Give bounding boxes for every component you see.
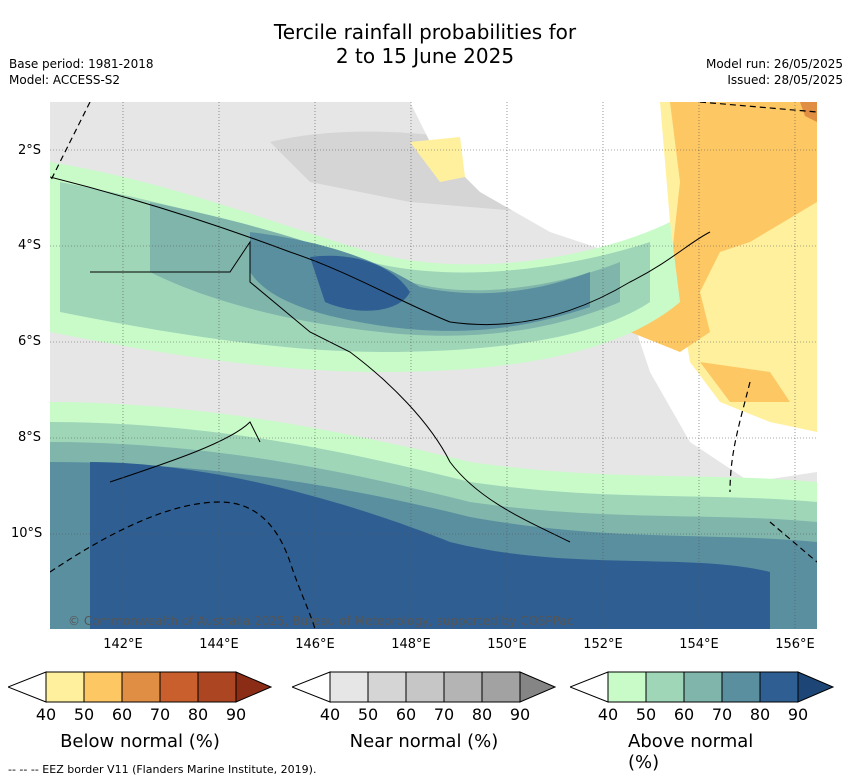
colorbar-tick: 90: [225, 705, 247, 724]
map-svg: [50, 102, 817, 629]
model-text: Model: ACCESS-S2: [9, 73, 121, 87]
below-normal-60: [670, 102, 817, 312]
lon-label: 144°E: [199, 637, 239, 652]
eez-footnote: -- -- -- EEZ border V11 (Flanders Marine…: [8, 763, 317, 776]
copyright-text: © Commonwealth of Australia 2025, Bureau…: [68, 614, 574, 628]
above-normal-colorbar: [570, 671, 834, 703]
lon-label: 150°E: [487, 637, 527, 652]
above-normal-label: Above normal (%): [628, 731, 754, 773]
lat-label: 2°S: [18, 143, 42, 158]
chart-title-line2: 2 to 15 June 2025: [335, 44, 515, 68]
below-normal-70: [800, 102, 817, 122]
below-normal-60: [700, 362, 790, 402]
colorbar-tick: 80: [749, 705, 771, 724]
colorbar-tick: 70: [711, 705, 733, 724]
colorbar-tick: 40: [597, 705, 619, 724]
lon-label: 142°E: [103, 637, 143, 652]
colorbar-tick: 70: [149, 705, 171, 724]
colorbar-tick: 40: [319, 705, 341, 724]
colorbar-tick: 80: [187, 705, 209, 724]
lat-label: 6°S: [18, 334, 42, 349]
map-panel: [50, 102, 817, 629]
colorbar-tick: 50: [357, 705, 379, 724]
lon-label: 146°E: [295, 637, 335, 652]
colorbar-tick: 60: [111, 705, 133, 724]
colorbar-tick: 70: [433, 705, 455, 724]
graticule: [50, 102, 817, 629]
lon-label: 154°E: [679, 637, 719, 652]
colorbar-tick: 50: [635, 705, 657, 724]
colorbar-tick: 90: [787, 705, 809, 724]
lon-label: 148°E: [391, 637, 431, 652]
base-period-text: Base period: 1981-2018: [9, 57, 154, 71]
colorbar-tick: 50: [73, 705, 95, 724]
lat-label: 10°S: [11, 526, 43, 541]
lat-label: 8°S: [18, 430, 42, 445]
model-run-text: Model run: 26/05/2025: [705, 57, 843, 71]
colorbar-tick: 60: [395, 705, 417, 724]
colorbar-tick: 90: [509, 705, 531, 724]
chart-title-line1: Tercile rainfall probabilities for: [273, 20, 577, 44]
below-normal-colorbar: [8, 671, 272, 703]
lat-label: 4°S: [18, 238, 42, 253]
lon-label: 156°E: [775, 637, 815, 652]
near-normal-label: Near normal (%): [349, 731, 499, 752]
above-normal-80: [90, 462, 770, 629]
lon-label: 152°E: [583, 637, 623, 652]
eez-border: [50, 102, 817, 629]
below-normal-50: [410, 137, 465, 182]
near-normal-colorbar: [292, 671, 556, 703]
colorbar-tick: 80: [471, 705, 493, 724]
issued-text: Issued: 28/05/2025: [727, 73, 843, 87]
colorbar-tick: 40: [35, 705, 57, 724]
coastline: [109, 421, 261, 483]
coastline: [50, 176, 711, 326]
colorbar-tick: 60: [673, 705, 695, 724]
below-normal-label: Below normal (%): [60, 731, 220, 752]
coastline: [90, 240, 571, 543]
